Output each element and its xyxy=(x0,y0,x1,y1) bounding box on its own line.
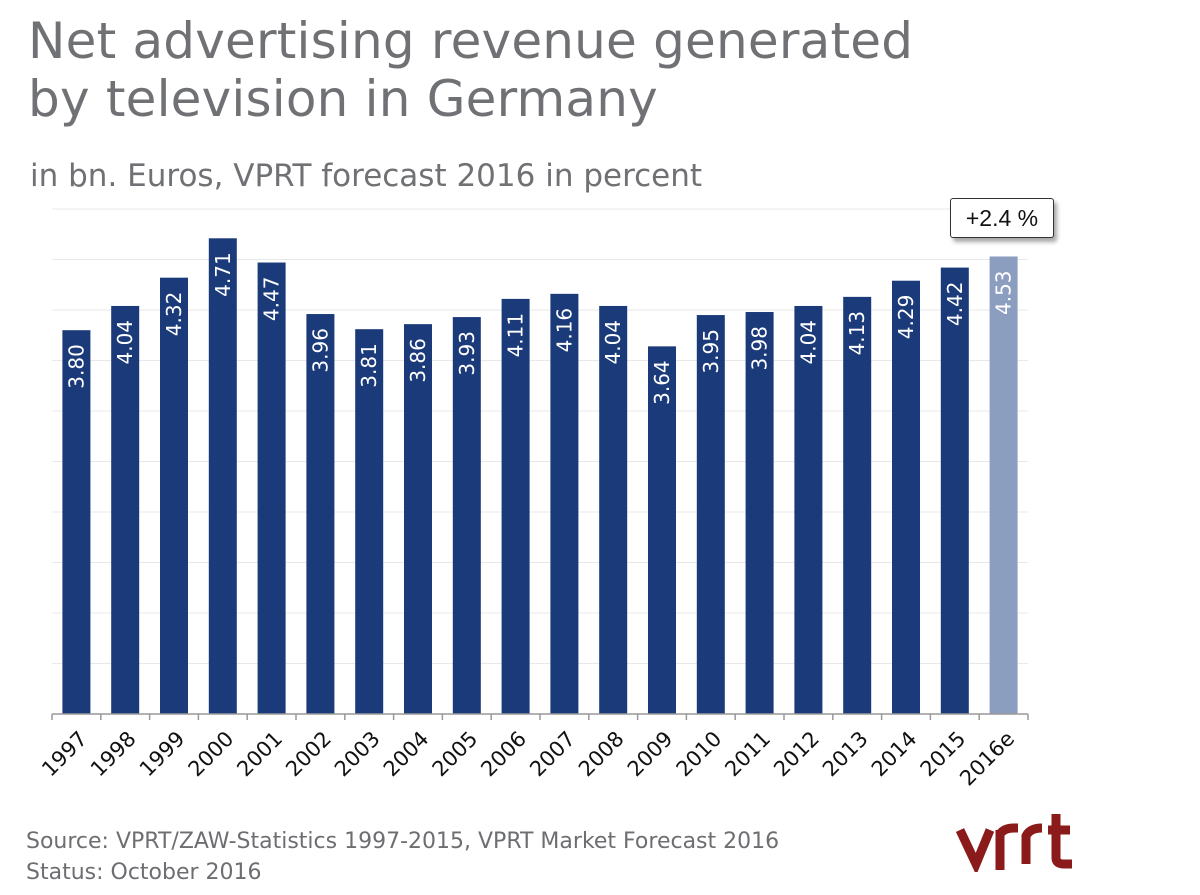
bar-2001 xyxy=(257,262,286,714)
tick-label-1998: 1998 xyxy=(86,727,141,782)
bar-2015 xyxy=(940,267,969,714)
bar-2014 xyxy=(892,280,920,714)
bar-2013 xyxy=(843,296,872,714)
data-label-2002: 3.96 xyxy=(308,328,332,373)
tick-label-1999: 1999 xyxy=(135,727,190,782)
forecast-callout: +2.4 % xyxy=(950,198,1054,238)
bar-2011 xyxy=(745,312,774,714)
bar-2008 xyxy=(599,305,628,714)
bar-2005 xyxy=(452,317,481,714)
bar-2010 xyxy=(696,315,725,714)
data-label-2005: 3.93 xyxy=(455,331,479,376)
data-label-2012: 4.04 xyxy=(796,320,820,365)
data-label-2006: 4.11 xyxy=(504,313,528,358)
data-label-2013: 4.13 xyxy=(845,311,869,356)
data-label-2004: 3.86 xyxy=(406,338,430,383)
bar-2003 xyxy=(355,329,384,714)
data-label-2010: 3.95 xyxy=(699,329,723,374)
bar-2007 xyxy=(550,293,579,714)
tick-label-2005: 2005 xyxy=(428,727,483,782)
bar-2004 xyxy=(404,324,432,714)
tick-label-2012: 2012 xyxy=(769,727,824,782)
tick-label-2010: 2010 xyxy=(672,727,727,782)
chart-title: Net advertising revenue generated by tel… xyxy=(28,12,913,128)
bar-2002 xyxy=(306,314,335,714)
x-tick-labels: 1997199819992000200120022003200420052006… xyxy=(37,727,1019,791)
data-label-2008: 4.04 xyxy=(601,320,625,365)
title-line-2: by television in Germany xyxy=(28,70,658,128)
bar-2006 xyxy=(501,298,530,714)
data-label-2015: 4.42 xyxy=(943,282,967,327)
chart-subtitle: in bn. Euros, VPRT forecast 2016 in perc… xyxy=(30,158,703,194)
data-label-2011: 3.98 xyxy=(748,326,772,371)
tick-label-2013: 2013 xyxy=(818,727,873,782)
tick-label-2009: 2009 xyxy=(623,727,678,782)
data-label-2007: 4.16 xyxy=(552,308,576,353)
data-label-2000: 4.71 xyxy=(211,252,235,297)
bar-2009 xyxy=(648,346,676,714)
data-label-2009: 3.64 xyxy=(650,360,674,405)
tick-label-2004: 2004 xyxy=(379,727,434,782)
bar-2012 xyxy=(794,305,823,714)
data-label-2003: 3.81 xyxy=(357,343,381,388)
data-label-1997: 3.80 xyxy=(64,344,88,389)
data-label-1998: 4.04 xyxy=(113,320,137,365)
forecast-callout-text: +2.4 % xyxy=(965,204,1039,231)
bar-1998 xyxy=(111,305,140,714)
tick-label-2006: 2006 xyxy=(476,727,531,782)
data-label-2016e: 4.53 xyxy=(992,270,1016,315)
data-label-2014: 4.29 xyxy=(894,295,918,340)
status-line: Status: October 2016 xyxy=(26,860,262,885)
bar-1997 xyxy=(62,330,91,714)
vprt-logo xyxy=(956,814,1072,872)
title-line-1: Net advertising revenue generated xyxy=(28,12,914,70)
data-label-1999: 4.32 xyxy=(162,292,186,337)
bar-1999 xyxy=(160,277,188,714)
bar-2016e xyxy=(989,256,1018,714)
tick-label-2007: 2007 xyxy=(525,727,580,782)
tick-label-2001: 2001 xyxy=(232,727,287,782)
tick-label-2016e: 2016e xyxy=(955,727,1019,791)
tick-label-2000: 2000 xyxy=(184,727,239,782)
tick-label-2003: 2003 xyxy=(330,727,385,782)
data-label-2001: 4.47 xyxy=(260,277,284,322)
gridlines xyxy=(52,208,1028,664)
tick-label-2011: 2011 xyxy=(720,727,775,782)
bar-2000 xyxy=(208,238,237,715)
tick-label-1997: 1997 xyxy=(37,727,92,782)
source-line: Source: VPRT/ZAW-Statistics 1997-2015, V… xyxy=(26,829,780,854)
bars: 3.80 4.04 4.32 4.71 4.47 3.96 3.81 3.86 3.93 4.11… xyxy=(62,238,1018,715)
tick-label-2014: 2014 xyxy=(867,727,922,782)
tick-label-2008: 2008 xyxy=(574,727,629,782)
tick-label-2002: 2002 xyxy=(281,727,336,782)
x-axis xyxy=(51,713,1029,720)
source-note: Source: VPRT/ZAW-Statistics 1997-2015, V… xyxy=(26,826,779,888)
